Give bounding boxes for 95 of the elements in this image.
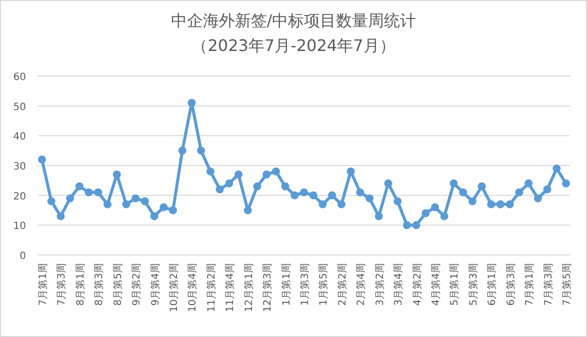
- point: [496, 200, 504, 208]
- chart-subtitle: （2023年7月-2024年7月）: [192, 36, 396, 55]
- point: [188, 98, 196, 107]
- y-tick-label: 0: [20, 251, 26, 262]
- point: [487, 200, 496, 208]
- point: [300, 188, 308, 196]
- point: [552, 164, 561, 172]
- point: [543, 185, 552, 194]
- y-tick-label: 40: [13, 132, 26, 143]
- point: [38, 156, 46, 164]
- point: [562, 179, 570, 188]
- point: [309, 191, 318, 200]
- x-tick-label: 9月第4周: [149, 263, 162, 306]
- y-tick-label: 60: [13, 72, 26, 83]
- point: [346, 167, 355, 176]
- point: [94, 188, 102, 196]
- point: [524, 179, 533, 188]
- point: [337, 200, 346, 208]
- point: [140, 197, 149, 206]
- x-tick-label: 1月第3周: [299, 263, 311, 306]
- point: [394, 197, 402, 206]
- x-tick-label: 7月第3周: [56, 263, 68, 306]
- x-tick-label: 5月第3周: [467, 263, 480, 306]
- point: [459, 188, 468, 196]
- point: [534, 194, 542, 202]
- point: [450, 179, 458, 188]
- x-tick-label: 8月第3周: [93, 263, 106, 306]
- x-tick-label: 6月第3周: [504, 263, 517, 306]
- point: [56, 212, 65, 220]
- x-tick-label: 5月第1周: [448, 263, 461, 306]
- point: [150, 212, 158, 220]
- x-tick-label: 4月第2周: [411, 263, 424, 306]
- point: [47, 197, 56, 206]
- point: [272, 167, 280, 176]
- point: [281, 182, 290, 190]
- point: [290, 191, 299, 200]
- point: [216, 185, 224, 194]
- x-tick-label: 12月第3周: [262, 263, 274, 312]
- x-tick-label: 10月第4周: [186, 263, 199, 312]
- point: [66, 194, 74, 202]
- point: [112, 170, 121, 178]
- x-tick-label: 1月第5周: [318, 263, 330, 306]
- x-tick-label: 3月第2周: [374, 263, 386, 306]
- point: [84, 188, 93, 196]
- point: [253, 182, 262, 190]
- chart-title: 中企海外新签/中标项目数量周统计: [170, 11, 416, 30]
- point: [178, 146, 186, 155]
- x-tick-label: 6月第1周: [486, 263, 498, 306]
- x-tick-label: 12月第1周: [242, 263, 255, 312]
- x-tick-label: 8月第5周: [112, 263, 124, 306]
- point: [356, 188, 364, 196]
- point: [440, 212, 448, 220]
- point: [384, 179, 392, 188]
- point: [412, 221, 420, 230]
- x-tick-label: 7月第1周: [524, 263, 536, 306]
- point: [244, 206, 252, 214]
- y-tick-label: 20: [13, 191, 26, 202]
- point: [132, 194, 140, 202]
- point: [478, 182, 486, 190]
- x-tick-label: 7月第1周: [37, 263, 49, 306]
- x-tick-label: 8月第1周: [74, 263, 86, 306]
- point: [262, 170, 271, 178]
- x-tick-label: 2月第2周: [336, 263, 348, 306]
- point: [366, 194, 374, 202]
- x-tick-label: 7月第5周: [561, 263, 573, 306]
- x-tick-label: 10月第2周: [168, 263, 180, 312]
- point: [328, 191, 336, 200]
- point: [318, 200, 327, 208]
- x-tick-label: 9月第2周: [130, 263, 143, 306]
- point: [506, 200, 514, 208]
- x-tick-label: 2月第4周: [355, 263, 368, 306]
- point: [169, 206, 177, 214]
- point: [122, 200, 130, 208]
- y-tick-label: 10: [13, 221, 26, 232]
- x-tick-label: 11月第2周: [205, 263, 218, 312]
- point: [422, 209, 430, 218]
- y-tick-label: 30: [13, 162, 26, 172]
- x-tick-label: 1月第1周: [280, 263, 292, 306]
- x-tick-label: 7月第3周: [542, 263, 554, 306]
- point: [160, 203, 168, 212]
- point: [374, 212, 383, 220]
- point: [515, 188, 524, 196]
- point: [225, 179, 234, 188]
- point: [75, 182, 84, 190]
- point: [197, 146, 206, 155]
- x-tick-label: 11月第4周: [224, 263, 236, 312]
- point: [206, 167, 214, 176]
- point: [402, 221, 411, 230]
- x-tick-label: 4月第4周: [430, 263, 442, 306]
- x-tick-label: 3月第4周: [392, 263, 405, 306]
- point: [104, 200, 112, 208]
- point: [431, 203, 439, 212]
- point: [234, 170, 242, 178]
- point: [468, 197, 476, 206]
- y-tick-label: 50: [13, 102, 26, 113]
